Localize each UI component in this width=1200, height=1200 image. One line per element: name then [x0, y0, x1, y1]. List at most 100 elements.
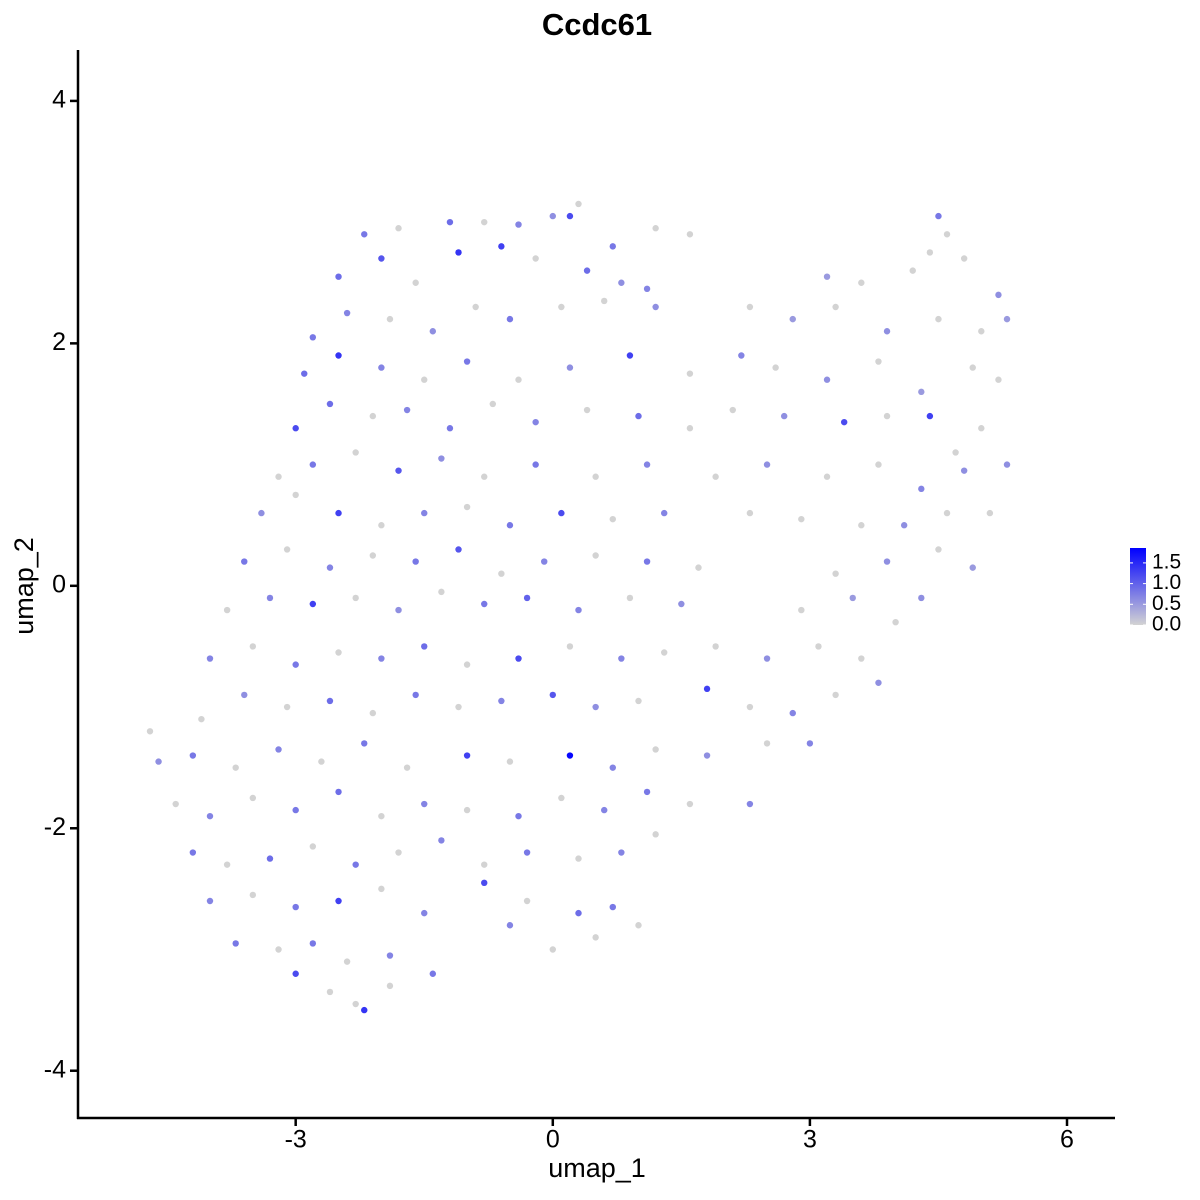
point: [978, 328, 985, 335]
point: [455, 249, 462, 256]
point: [523, 594, 531, 602]
point: [232, 764, 239, 771]
point: [249, 891, 257, 899]
y-tick-label: 4: [52, 86, 66, 114]
point: [412, 558, 419, 565]
point: [266, 594, 274, 602]
point: [292, 491, 299, 499]
point: [361, 1006, 368, 1014]
point: [438, 455, 445, 462]
point: [883, 328, 891, 335]
point: [643, 788, 651, 796]
point: [241, 558, 248, 565]
point: [609, 903, 616, 911]
point: [515, 812, 522, 820]
point: [292, 661, 299, 668]
point: [446, 218, 454, 226]
point: [592, 703, 599, 711]
point: [352, 449, 359, 456]
point: [875, 358, 882, 365]
point: [455, 546, 462, 553]
point: [283, 546, 291, 553]
point: [626, 594, 634, 602]
point: [763, 740, 771, 747]
point: [335, 897, 342, 905]
point: [343, 958, 351, 965]
point: [421, 509, 428, 517]
point: [498, 570, 505, 577]
point: [489, 400, 496, 408]
point: [858, 522, 865, 529]
point: [926, 249, 934, 256]
point: [301, 370, 308, 377]
point: [378, 885, 385, 893]
point: [686, 425, 694, 432]
point: [541, 558, 548, 565]
point: [463, 503, 471, 511]
point: [935, 315, 942, 323]
point: [643, 461, 651, 468]
point: [798, 606, 805, 614]
point: [412, 691, 419, 699]
x-tick-label: 6: [1060, 1126, 1074, 1154]
point: [652, 225, 659, 232]
point: [378, 812, 385, 820]
point: [1003, 461, 1011, 468]
point: [909, 267, 916, 274]
point: [618, 849, 625, 856]
point: [618, 655, 625, 662]
point: [780, 412, 788, 420]
colorbar-label: 0.0: [1152, 613, 1181, 636]
point: [601, 806, 608, 814]
point: [875, 679, 882, 686]
point: [926, 412, 934, 420]
point: [335, 352, 342, 359]
point: [960, 467, 968, 474]
point: [258, 509, 265, 517]
point: [746, 703, 754, 711]
point: [515, 655, 522, 662]
point: [558, 509, 565, 517]
point: [583, 406, 591, 414]
point: [481, 879, 488, 887]
point: [249, 794, 257, 802]
point: [549, 691, 556, 699]
point: [223, 606, 231, 614]
point: [292, 970, 299, 977]
x-tick-label: 3: [803, 1126, 817, 1154]
point: [506, 758, 514, 765]
point: [275, 473, 282, 480]
point: [643, 285, 651, 293]
point: [558, 794, 565, 802]
point: [309, 334, 317, 341]
point: [583, 267, 591, 274]
point: [172, 800, 179, 808]
point: [978, 425, 985, 432]
point: [438, 837, 445, 844]
point: [883, 558, 891, 565]
point: [352, 1000, 359, 1008]
point: [378, 522, 385, 529]
point: [403, 406, 411, 414]
point: [995, 376, 1002, 383]
point: [369, 709, 377, 717]
point: [652, 831, 659, 838]
point: [155, 758, 162, 765]
point: [635, 922, 642, 929]
point: [369, 412, 377, 420]
point: [849, 594, 856, 602]
point: [532, 255, 539, 262]
point: [892, 618, 899, 626]
point: [883, 412, 891, 420]
point: [395, 606, 402, 614]
point: [875, 461, 882, 468]
point: [446, 425, 454, 432]
colorbar-label: 0.5: [1152, 592, 1181, 615]
point: [592, 473, 599, 480]
point: [395, 467, 402, 474]
point: [309, 461, 317, 468]
colorbar-label: 1.5: [1152, 550, 1181, 573]
point: [772, 364, 779, 371]
point: [575, 606, 582, 614]
point: [275, 746, 282, 753]
